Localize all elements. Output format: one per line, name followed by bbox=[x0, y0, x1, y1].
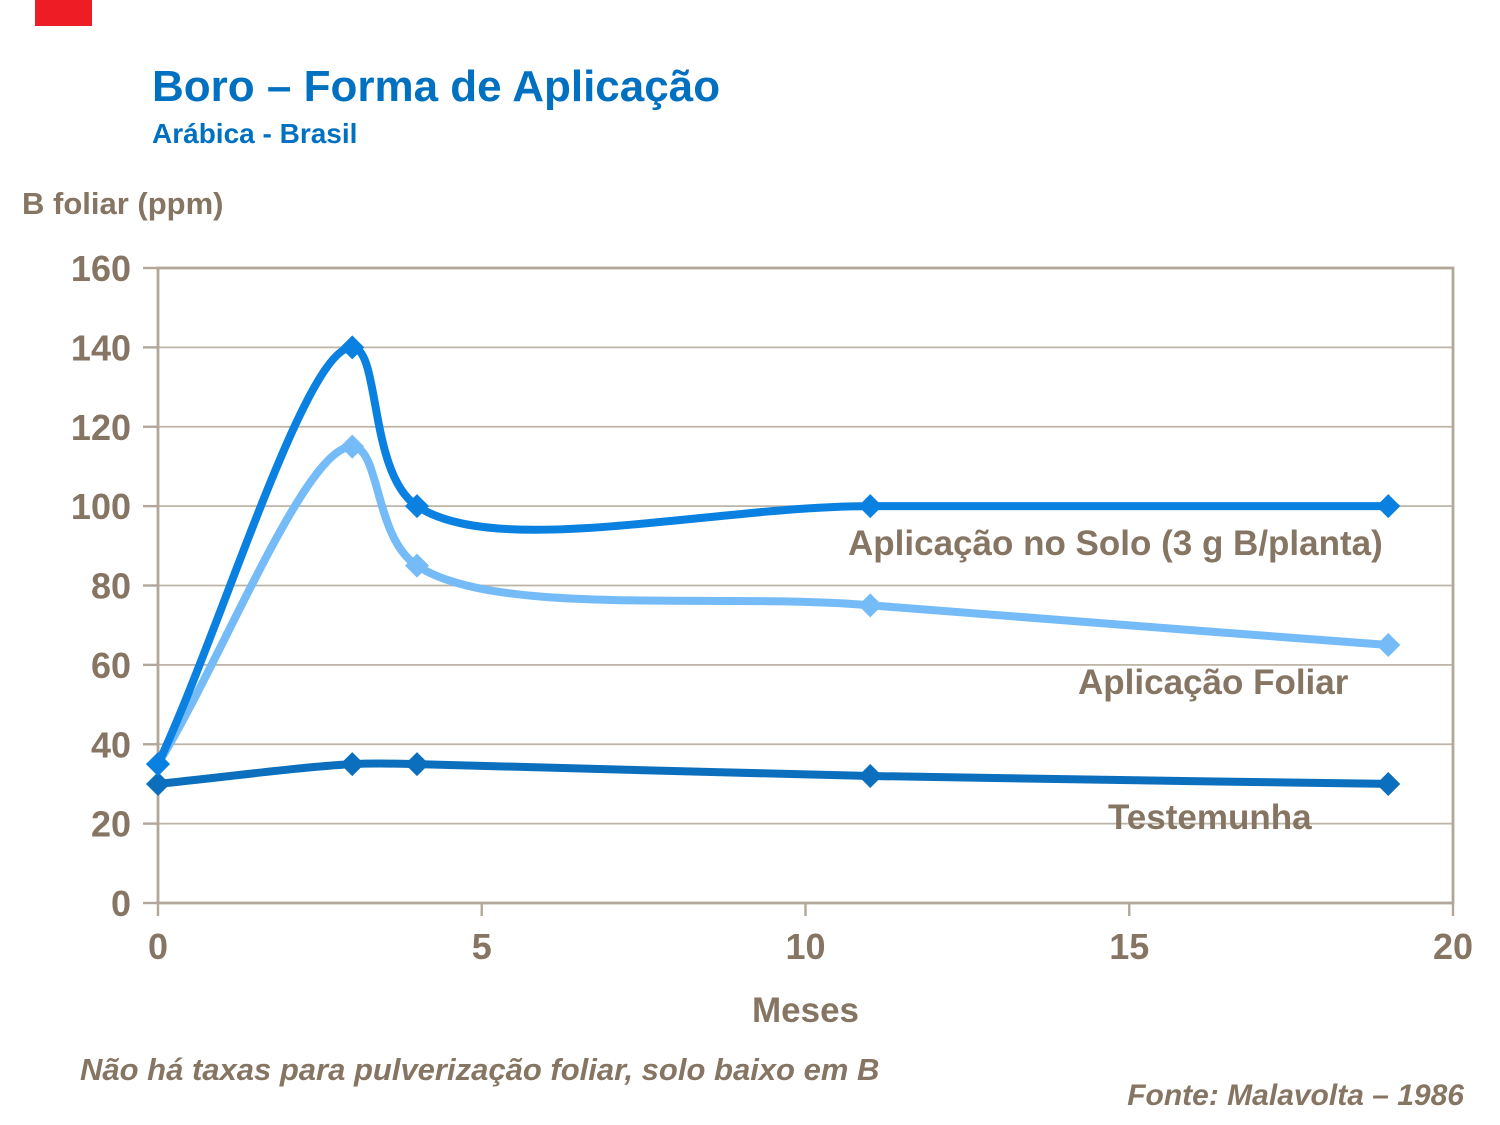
svg-text:100: 100 bbox=[71, 486, 131, 527]
series-label-testemunha: Testemunha bbox=[1108, 798, 1312, 837]
svg-text:0: 0 bbox=[148, 926, 168, 967]
svg-text:40: 40 bbox=[91, 724, 131, 765]
x-axis-title: Meses bbox=[751, 991, 860, 1030]
series-label-foliar: Aplicação Foliar bbox=[1078, 663, 1349, 702]
svg-text:15: 15 bbox=[1109, 926, 1149, 967]
svg-text:80: 80 bbox=[91, 566, 131, 607]
footnote: Não há taxas para pulverização foliar, s… bbox=[80, 1052, 880, 1087]
svg-text:20: 20 bbox=[1433, 926, 1473, 967]
page-subtitle: Arábica - Brasil bbox=[152, 118, 358, 149]
svg-text:60: 60 bbox=[91, 645, 131, 686]
red-corner-mark bbox=[35, 0, 92, 26]
y-axis-title: B foliar (ppm) bbox=[22, 186, 224, 221]
svg-text:20: 20 bbox=[91, 804, 131, 845]
svg-text:5: 5 bbox=[472, 926, 492, 967]
svg-text:160: 160 bbox=[71, 248, 131, 289]
svg-text:0: 0 bbox=[111, 883, 131, 924]
page-title: Boro – Forma de Aplicação bbox=[152, 62, 721, 111]
svg-text:120: 120 bbox=[71, 407, 131, 448]
source-citation: Fonte: Malavolta – 1986 bbox=[1127, 1079, 1464, 1112]
svg-text:10: 10 bbox=[785, 926, 825, 967]
series-label-solo: Aplicação no Solo (3 g B/planta) bbox=[848, 524, 1383, 563]
svg-text:140: 140 bbox=[71, 327, 131, 368]
